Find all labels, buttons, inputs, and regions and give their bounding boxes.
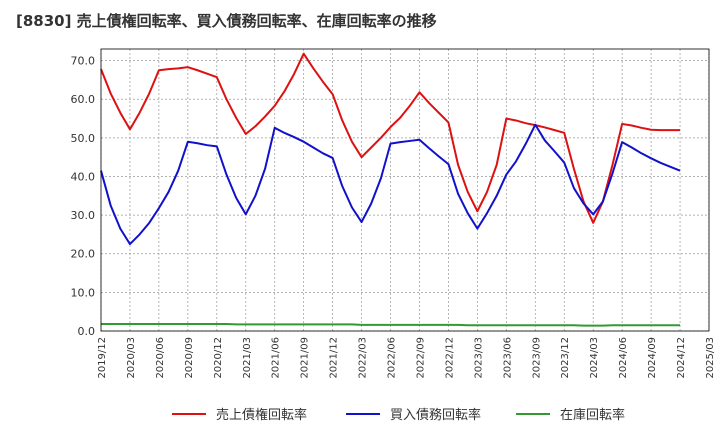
x-tick-label: 2021/06 <box>271 337 282 379</box>
x-tick-label: 2022/03 <box>358 337 369 379</box>
y-tick-label: 40.0 <box>71 170 96 183</box>
x-tick-label: 2020/06 <box>155 337 166 379</box>
series-layer <box>100 52 681 327</box>
legend-swatch-receivables <box>172 412 206 415</box>
y-tick-label: 50.0 <box>71 132 96 145</box>
x-tick-label: 2024/06 <box>618 337 629 379</box>
grid-layer <box>100 49 710 332</box>
y-tick-label: 60.0 <box>71 93 96 106</box>
x-tick-label: 2021/12 <box>329 337 340 379</box>
x-tick-label: 2024/12 <box>676 337 687 379</box>
legend-item-receivables: 売上債権回転率 <box>172 404 307 423</box>
plot-border <box>100 48 710 332</box>
x-tick-label: 2023/03 <box>473 337 484 379</box>
legend-item-payables: 買入債務回転率 <box>346 404 481 423</box>
legend-swatch-payables <box>346 412 380 415</box>
y-axis-ticks: 0.0 10.0 20.0 30.0 40.0 50.0 60.0 70.0 <box>71 55 96 338</box>
x-tick-label: 2020/12 <box>213 337 224 379</box>
legend-label-receivables: 売上債権回転率 <box>216 408 308 423</box>
legend-item-inventory: 在庫回転率 <box>516 404 625 423</box>
y-tick-label: 20.0 <box>71 248 96 261</box>
x-tick-label: 2023/12 <box>560 337 571 379</box>
x-tick-label: 2022/06 <box>387 337 398 379</box>
y-tick-label: 30.0 <box>71 209 96 222</box>
x-tick-label: 2022/12 <box>444 337 455 379</box>
x-tick-label: 2024/09 <box>647 337 658 379</box>
x-axis-ticks: 2019/12 2020/03 2020/06 2020/09 2020/12 2021/… <box>97 337 716 379</box>
x-tick-label: 2025/03 <box>705 337 716 379</box>
legend-label-payables: 買入債務回転率 <box>390 408 482 423</box>
x-tick-label: 2021/03 <box>242 337 253 379</box>
legend: 売上債権回転率 買入債務回転率 在庫回転率 <box>0 404 720 428</box>
y-tick-label: 70.0 <box>71 55 96 68</box>
x-tick-label: 2022/09 <box>415 337 426 379</box>
x-tick-label: 2020/09 <box>184 337 195 379</box>
x-tick-label: 2023/06 <box>502 337 513 379</box>
y-tick-label: 0.0 <box>78 325 96 338</box>
legend-swatch-inventory <box>516 412 550 415</box>
chart-title: [8830] 売上債権回転率、買入債務回転率、在庫回転率の推移 <box>16 12 437 30</box>
series-line-0 <box>100 52 681 224</box>
x-tick-label: 2023/09 <box>531 337 542 379</box>
y-tick-label: 10.0 <box>71 286 96 299</box>
x-tick-label: 2020/03 <box>126 337 137 379</box>
series-line-2 <box>101 323 681 327</box>
x-tick-label: 2019/12 <box>97 337 108 379</box>
x-tick-label: 2024/03 <box>589 337 600 379</box>
x-tick-label: 2021/09 <box>300 337 311 379</box>
legend-label-inventory: 在庫回転率 <box>560 408 626 423</box>
series-line-1 <box>100 123 681 246</box>
